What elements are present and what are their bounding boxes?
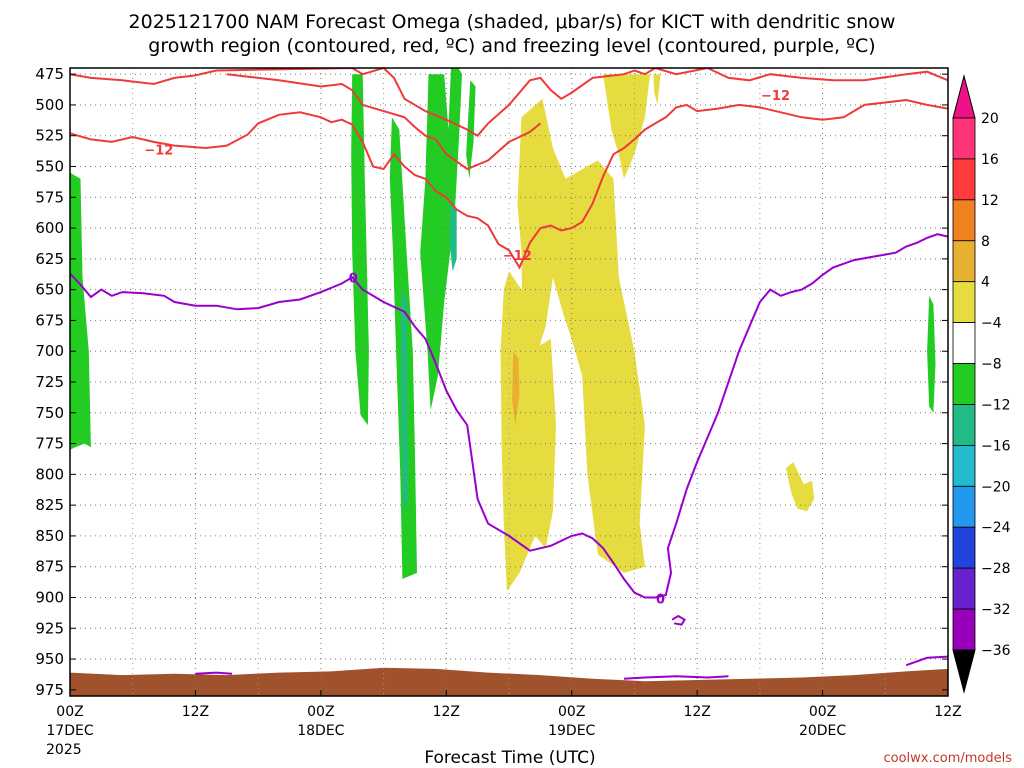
colorbar-top-arrow: [952, 74, 976, 119]
y-tick-label: 950: [35, 650, 64, 668]
x-tick-year-label: 2025: [46, 742, 82, 758]
y-tick-label: 750: [35, 404, 64, 422]
x-tick-label: 12Z: [182, 704, 209, 720]
omega-region-omega-pos-topright: [653, 74, 661, 105]
y-tick-label: 650: [35, 281, 64, 299]
colorbar-segment: [952, 199, 976, 242]
x-tick-label: 00Z: [809, 704, 836, 720]
terrain-fill: [70, 667, 948, 696]
x-tick-date-label: 18DEC: [297, 723, 344, 739]
y-tick-label: 600: [35, 219, 64, 237]
y-tick-label: 550: [35, 158, 64, 176]
colorbar-segment: [952, 281, 976, 324]
colorbar-label: −20: [981, 479, 1011, 495]
contour-red-minus12-lower: [70, 98, 948, 270]
x-tick-label: 00Z: [558, 704, 585, 720]
colorbar-segment: [952, 158, 976, 201]
x-tick-label: 00Z: [56, 704, 83, 720]
x-tick-label: 12Z: [433, 704, 460, 720]
credit-text: coolwx.com/models: [883, 751, 1012, 766]
y-tick-label: 475: [35, 65, 64, 83]
x-tick-date-label: 19DEC: [548, 723, 595, 739]
colorbar-segment: [952, 404, 976, 446]
colorbar-label: −24: [981, 520, 1011, 536]
y-tick-label: 925: [35, 619, 64, 637]
omega-region-omega-neg-c: [420, 68, 462, 411]
y-tick-label: 625: [35, 250, 64, 268]
contour-red-minus12-upper: [70, 68, 948, 137]
y-tick-label: 575: [35, 188, 64, 206]
chart-title-line2: growth region (contoured, red, ºC) and f…: [148, 35, 875, 57]
colorbar-label: −12: [981, 397, 1011, 413]
omega-region-omega-pos-right: [786, 462, 815, 512]
colorbar-label: 12: [981, 193, 999, 209]
y-tick-label: 900: [35, 588, 64, 606]
y-tick-label: 875: [35, 558, 64, 576]
x-axis-title: Forecast Time (UTC): [424, 748, 595, 768]
omega-region-omega-neg-d: [466, 80, 476, 179]
y-tick-label: 775: [35, 435, 64, 453]
x-tick-label: 00Z: [307, 704, 334, 720]
plot-area: −12 −12 −12 0 0 475 500 525 550 575 600 625 650 675 70…: [35, 65, 961, 758]
colorbar-label: −16: [981, 438, 1011, 454]
colorbar-label: −8: [981, 357, 1002, 373]
y-tick-label: 675: [35, 311, 64, 329]
chart-title-line1: 2025121700 NAM Forecast Omega (shaded, μ…: [129, 11, 896, 33]
contour-red-label: −12: [503, 249, 532, 264]
colorbar-bottom-arrow: [952, 649, 976, 694]
y-tick-label: 700: [35, 342, 64, 360]
colorbar-segment: [952, 567, 976, 610]
y-tick-label: 725: [35, 373, 64, 391]
colorbar-segment: [952, 363, 976, 405]
colorbar-segment: [952, 608, 976, 651]
contour-purple-label: 0: [349, 271, 358, 286]
colorbar-label: −32: [981, 602, 1011, 618]
contour-purple-zero-surface-mid: [623, 675, 729, 680]
colorbar-label: 16: [981, 152, 999, 168]
colorbar-segment: [952, 526, 976, 569]
colorbar-label: −4: [981, 316, 1002, 332]
contour-purple-zero-surface-right: [905, 655, 948, 667]
colorbar-segment: [952, 322, 976, 364]
colorbar-segment: [952, 485, 976, 528]
y-tick-label: 500: [35, 96, 64, 114]
colorbar-segment: [952, 240, 976, 283]
contour-purple-zero-surface-left: [195, 671, 233, 675]
omega-region-omega-pos-orange: [512, 351, 520, 426]
colorbar: 20 16 12 8 4 −4 −8 −12 −16 −20 −24 −28 −32 −36: [952, 74, 1011, 694]
y-tick-label: 850: [35, 527, 64, 545]
y-tick-label: 525: [35, 127, 64, 145]
x-tick-date-label: 17DEC: [46, 723, 93, 739]
contour-red-label: −12: [761, 89, 790, 104]
colorbar-label: 4: [981, 275, 990, 291]
contour-purple-zero-small: [671, 614, 686, 626]
plot-inner: −12 −12 −12 0 0: [70, 68, 948, 696]
omega-region-omega-cyan-b: [401, 289, 408, 512]
y-tick-label: 800: [35, 465, 64, 483]
omega-region-omega-pos-main: [517, 98, 645, 573]
contour-red-minus12-mid: [226, 73, 542, 171]
colorbar-segment: [952, 444, 976, 487]
x-tick-label: 12Z: [934, 704, 961, 720]
colorbar-label: 20: [981, 111, 999, 127]
colorbar-segment: [952, 117, 976, 160]
contour-purple-label: 0: [656, 593, 665, 608]
omega-region-omega-pos-top: [603, 74, 651, 179]
colorbar-label: 8: [981, 234, 990, 250]
colorbar-label: −36: [981, 643, 1011, 659]
omega-region-omega-cyan-a: [449, 203, 457, 272]
omega-region-omega-neg-right: [927, 295, 936, 413]
omega-region-omega-neg-a: [351, 74, 369, 426]
x-tick-date-label: 20DEC: [799, 723, 846, 739]
x-tick-label: 12Z: [683, 704, 710, 720]
contour-red-label: −12: [144, 143, 173, 158]
y-tick-label: 975: [35, 681, 64, 699]
omega-region-omega-neg-left: [70, 172, 91, 450]
colorbar-label: −28: [981, 561, 1011, 577]
omega-region-omega-pos-mid: [529, 338, 556, 549]
y-tick-label: 825: [35, 496, 64, 514]
contour-purple-zero-main: [70, 233, 948, 599]
